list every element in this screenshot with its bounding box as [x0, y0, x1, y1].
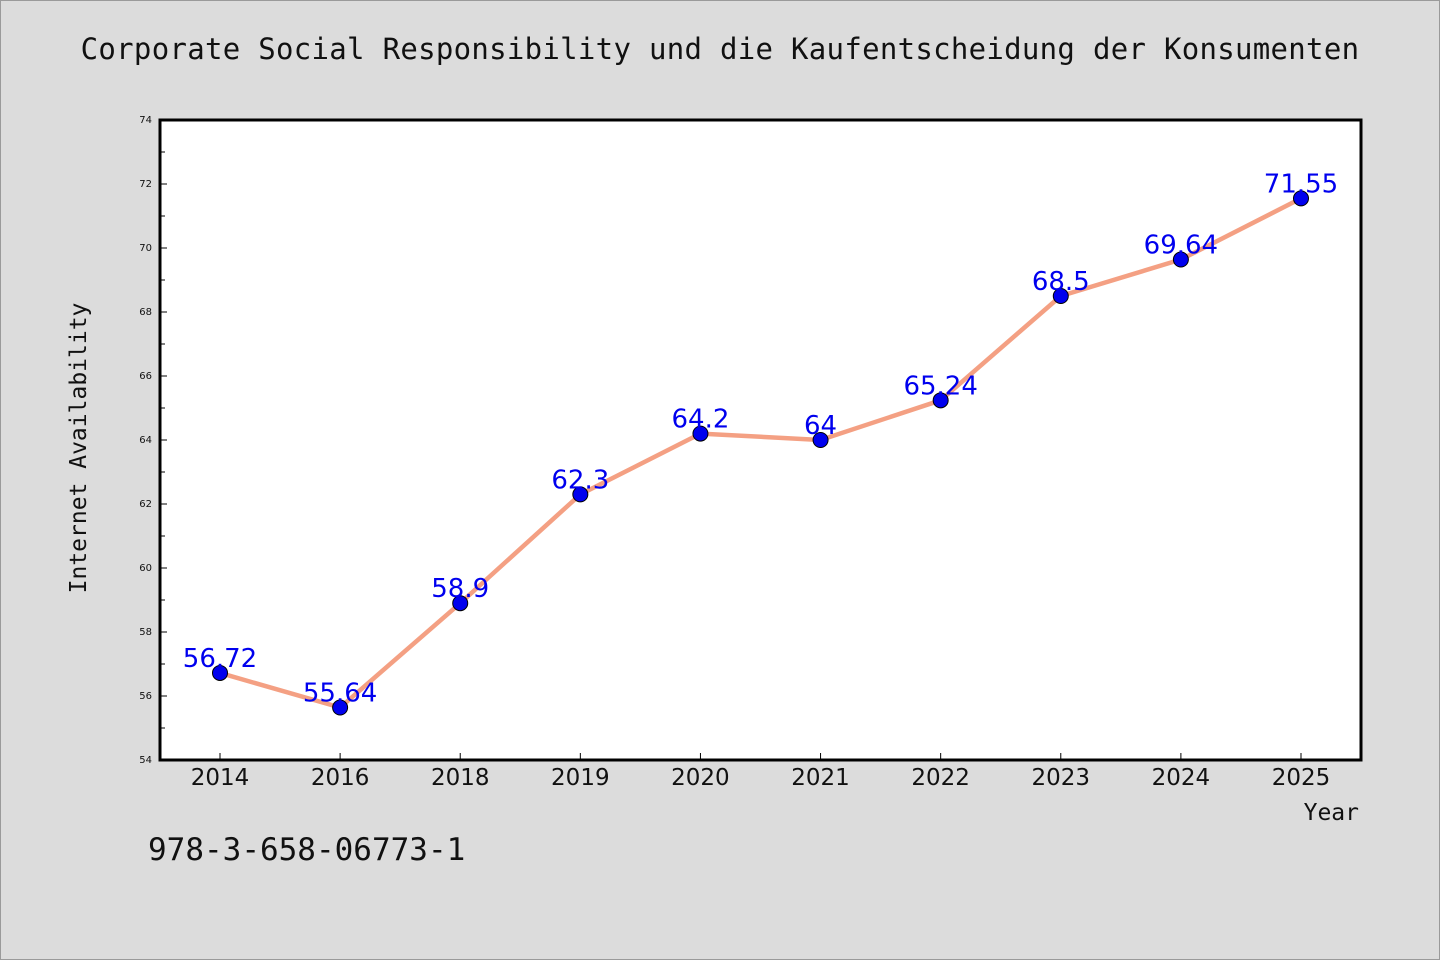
x-tick-label: 2018 [431, 765, 490, 791]
data-points [212, 190, 1309, 716]
data-label: 64.2 [671, 405, 729, 435]
y-tick-label: 68 [139, 307, 152, 318]
data-labels: 56.72 55.64 58.9 62.3 64.2 64 65.24 68.5 69.64 71… [183, 169, 1338, 708]
x-tick-label: 2024 [1152, 765, 1211, 791]
x-tick-label: 2025 [1272, 765, 1331, 791]
x-tick-label: 2020 [671, 765, 730, 791]
data-point [1052, 288, 1069, 304]
y-tick-label: 64 [139, 435, 152, 446]
data-point [332, 699, 349, 716]
data-point [1293, 190, 1309, 207]
x-tick-label: 2014 [191, 765, 250, 791]
x-axis: 2014 2016 2018 2019 2020 2021 2022 2023 2024 2025 [191, 753, 1331, 791]
y-tick-label: 74 [139, 115, 152, 126]
y-tick-label: 62 [139, 499, 152, 510]
y-tick-label: 58 [139, 627, 152, 638]
y-tick-label: 54 [139, 755, 152, 766]
isbn-code: 978-3-658-06773-1 [148, 832, 466, 868]
plot-area [158, 118, 1363, 762]
y-axis: 54 56 58 60 62 64 66 68 70 72 74 [139, 115, 167, 766]
data-label: 58.9 [431, 574, 489, 604]
data-label: 64 [804, 411, 837, 441]
y-tick-label: 70 [139, 243, 152, 254]
y-tick-label: 56 [139, 691, 152, 702]
data-point [692, 425, 709, 442]
data-point [452, 595, 469, 612]
x-tick-label: 2022 [911, 765, 970, 791]
data-label: 71.55 [1264, 169, 1338, 199]
y-axis-title: Internet Availability [66, 303, 92, 594]
x-tick-label: 2019 [551, 765, 610, 791]
data-label: 65.24 [903, 371, 977, 401]
y-tick-label: 60 [139, 563, 152, 574]
data-label: 69.64 [1144, 231, 1218, 261]
x-tick-label: 2023 [1032, 765, 1091, 791]
y-tick-label: 66 [139, 371, 152, 382]
y-tick-label: 72 [139, 179, 152, 190]
chart-title: Corporate Social Responsibility und die … [80, 32, 1360, 66]
data-label: 55.64 [303, 679, 377, 709]
data-label: 56.72 [183, 644, 257, 674]
x-tick-label: 2016 [311, 765, 370, 791]
data-label: 62.3 [551, 465, 609, 495]
data-label: 68.5 [1032, 267, 1090, 297]
series-line [217, 196, 1304, 710]
data-point [932, 392, 949, 409]
data-point [572, 486, 589, 503]
x-tick-label: 2021 [791, 765, 850, 791]
x-axis-title: Year [1304, 800, 1359, 826]
data-point [812, 432, 829, 448]
data-point [212, 664, 228, 681]
data-point [1172, 251, 1189, 268]
